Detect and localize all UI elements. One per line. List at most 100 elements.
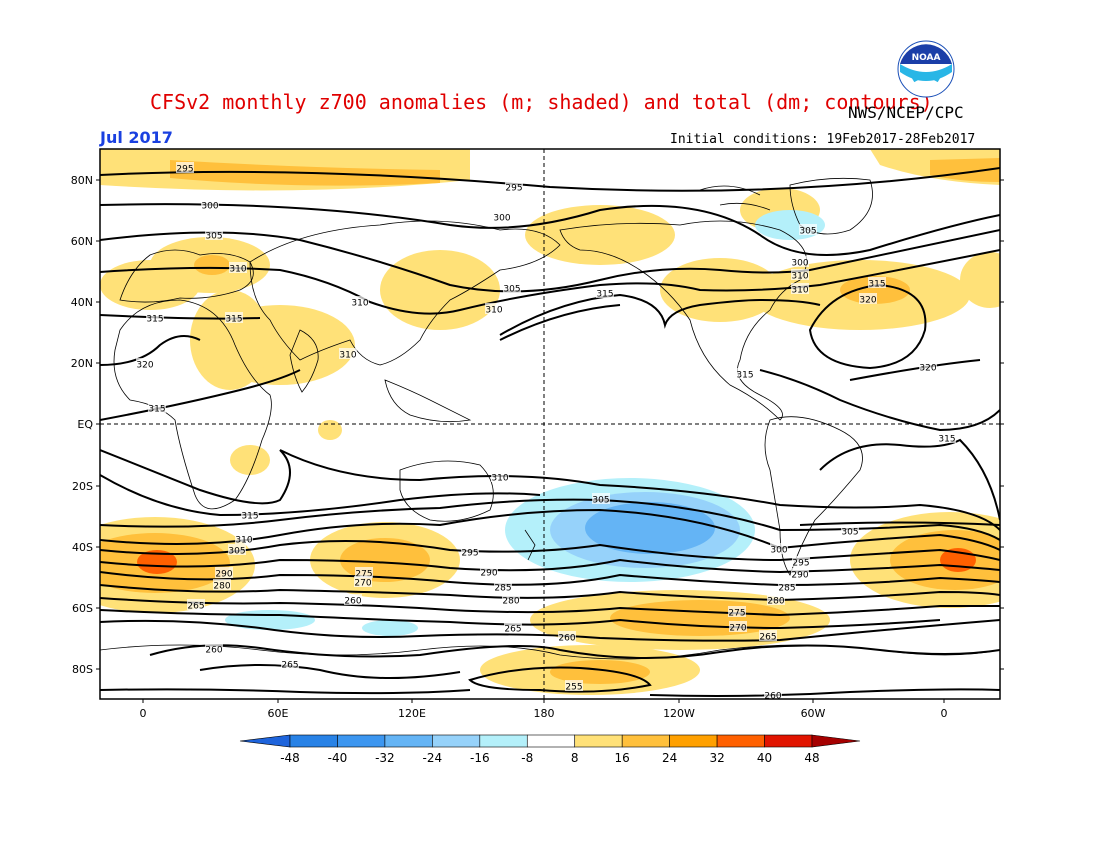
svg-text:315: 315: [225, 315, 242, 325]
contour-305-north: [100, 229, 1000, 293]
contour-label: 265: [281, 658, 299, 671]
contour-285-sh: [100, 571, 1000, 587]
contour-label: 315: [596, 287, 614, 300]
contour-label: 260: [558, 631, 576, 644]
credit-label: NWS/NCEP/CPC: [848, 103, 964, 122]
contour-label: 315: [868, 277, 886, 290]
svg-text:300: 300: [201, 202, 218, 212]
svg-text:310: 310: [229, 265, 246, 275]
svg-text:270: 270: [354, 579, 371, 589]
contour-label: 300: [201, 199, 219, 212]
coast-india: [289, 329, 319, 393]
lon-label: 60E: [268, 707, 289, 720]
colorbar-swatch: [574, 734, 623, 748]
colorbar-swatch: [716, 734, 765, 748]
contour-label: 310: [791, 283, 809, 296]
contour-label: 260: [764, 689, 782, 702]
contour-label: 280: [767, 594, 785, 607]
contour-300-sh: [100, 508, 1000, 551]
contour-label: 280: [502, 594, 520, 607]
svg-text:300: 300: [493, 214, 510, 224]
coast-se-asia: [384, 379, 472, 423]
contour-label: 305: [228, 544, 246, 557]
svg-text:310: 310: [235, 536, 252, 546]
contour-label: 320: [136, 358, 154, 371]
svg-text:300: 300: [791, 259, 808, 269]
svg-text:260: 260: [344, 597, 361, 607]
svg-text:285: 285: [778, 584, 795, 594]
contour-label: 285: [494, 581, 512, 594]
svg-text:310: 310: [351, 299, 368, 309]
colorbar-swatch: [526, 734, 576, 748]
colorbar-swatch: [384, 734, 433, 748]
svg-text:290: 290: [215, 570, 232, 580]
svg-text:265: 265: [281, 661, 298, 671]
coast-new-zealand: [524, 529, 536, 561]
colorbar-label: -48: [280, 751, 300, 765]
contour-label: 305: [799, 224, 817, 237]
svg-text:315: 315: [146, 315, 163, 325]
colorbar-swatch: [337, 734, 386, 748]
contour-label: 310: [791, 269, 809, 282]
contour-label: 310: [351, 296, 369, 309]
svg-text:315: 315: [736, 371, 753, 381]
anomaly-negative-s-pacific-core: [585, 502, 715, 554]
contour-label: 315: [736, 368, 754, 381]
anomaly-positive-arabia: [190, 290, 270, 390]
colorbar-arrow-right: [811, 734, 861, 748]
coast-north-america: [559, 220, 808, 421]
lon-label: 120E: [398, 707, 426, 720]
contour-315-equator: [100, 369, 1000, 432]
contour-315-south: [819, 438, 1000, 521]
contour-label: 265: [504, 622, 522, 635]
svg-text:310: 310: [491, 474, 508, 484]
colorbar-swatch: [479, 734, 528, 748]
noaa-logo-text: NOAA: [912, 53, 941, 63]
contour-320-tropics: [100, 335, 201, 366]
anomaly-positive-east-asia: [380, 250, 500, 330]
contour-label: 305: [503, 282, 521, 295]
contour-label: 290: [791, 568, 809, 581]
colorbar-label: -16: [470, 751, 490, 765]
svg-text:320: 320: [859, 296, 876, 306]
coast-australia: [399, 460, 494, 522]
contour-300-north: [100, 203, 1000, 256]
anomaly-positive-siberia: [525, 205, 675, 265]
contour-label: 300: [770, 543, 788, 556]
svg-text:310: 310: [339, 351, 356, 361]
contour-label: 315: [241, 509, 259, 522]
contour-265-antarctic: [199, 664, 461, 679]
contour-260-sh: [149, 644, 1000, 660]
lon-label: 0: [941, 707, 948, 720]
contour-label: 290: [215, 567, 233, 580]
svg-text:275: 275: [728, 609, 745, 619]
contour-label: 260: [205, 643, 223, 656]
svg-text:280: 280: [767, 597, 784, 607]
contour-label: 300: [791, 256, 809, 269]
lat-label: EQ: [77, 418, 93, 431]
colorbar-swatch: [621, 734, 670, 748]
anomaly-positive-indian-ocean-spot: [318, 420, 342, 440]
anomaly-positive-west-asia-core: [194, 255, 230, 275]
contour-275-sh: [100, 597, 1000, 617]
colorbar-label: 40: [757, 751, 772, 765]
contour-label: 295: [505, 181, 523, 194]
contour-label: 270: [354, 576, 372, 589]
lon-label: 120W: [663, 707, 695, 720]
svg-text:305: 305: [228, 547, 245, 557]
contour-290-sh: [100, 558, 1000, 574]
svg-text:295: 295: [176, 165, 193, 175]
contour-label: 275: [728, 606, 746, 619]
contour-315-sh: [100, 474, 1000, 526]
svg-text:265: 265: [504, 625, 521, 635]
contour-305-sh: [100, 498, 1000, 541]
contour-label: 280: [213, 579, 231, 592]
contour-label: 295: [792, 556, 810, 569]
svg-text:265: 265: [759, 633, 776, 643]
coastlines: [100, 177, 1000, 660]
anomaly-positive-antarctica-core: [550, 660, 650, 684]
anomaly-shading: [100, 149, 1000, 695]
svg-text:315: 315: [241, 512, 258, 522]
contour-label: 315: [148, 402, 166, 415]
